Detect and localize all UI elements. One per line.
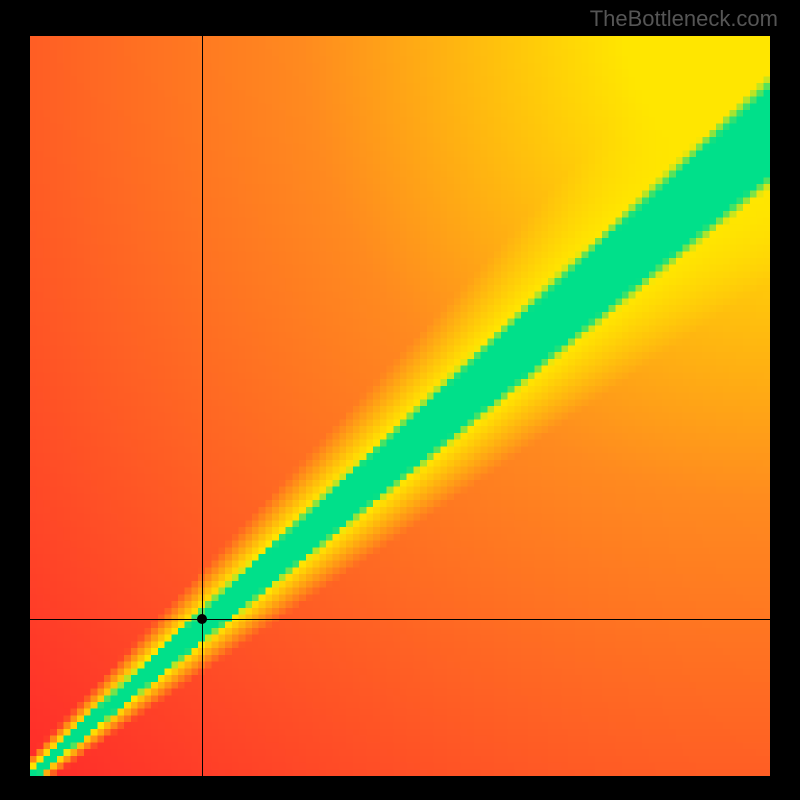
crosshair-horizontal [30, 619, 770, 620]
heatmap-canvas [30, 36, 770, 776]
plot-area [30, 36, 770, 776]
outer-frame: TheBottleneck.com [0, 0, 800, 800]
crosshair-vertical [202, 36, 203, 776]
marker-dot [197, 614, 207, 624]
watermark-text: TheBottleneck.com [590, 6, 778, 32]
